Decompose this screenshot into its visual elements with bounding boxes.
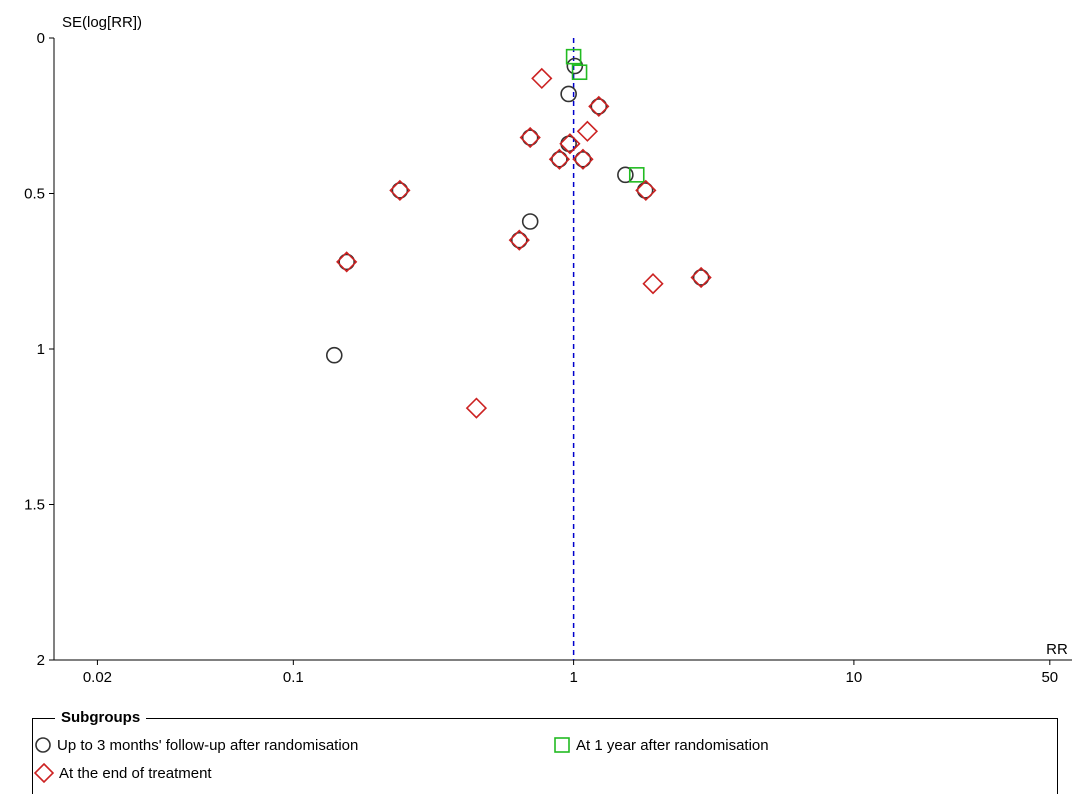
- square-data-point: [628, 167, 645, 183]
- circle-data-point: [692, 269, 710, 286]
- legend-item-diamond: At the end of treatment: [34, 763, 212, 783]
- y-tick-label: 1: [37, 341, 45, 358]
- legend-title: Subgroups: [55, 709, 147, 726]
- diamond-data-point: [336, 251, 358, 273]
- circle-marker-icon: [35, 737, 51, 753]
- circle-data-point: [551, 150, 568, 168]
- circle-data-point: [521, 129, 539, 146]
- legend: Subgroups Up to 3 months' follow-up afte…: [32, 709, 1058, 794]
- y-tick-label: 0: [37, 30, 45, 47]
- diamond-data-point: [635, 179, 657, 202]
- diamond-data-point: [690, 266, 712, 289]
- funnel-plot: SE(log[RR]) RR 0 0.5 1 1.5 2 0.02 0.1 1 10 50: [24, 14, 1072, 686]
- diamond-marker-icon: [34, 763, 54, 783]
- x-tick-label: 0.02: [83, 669, 112, 686]
- circle-data-point: [510, 231, 528, 249]
- x-tick-label: 1: [569, 669, 577, 686]
- y-tick-label: 1.5: [24, 497, 45, 514]
- legend-item-square: At 1 year after randomisation: [553, 736, 769, 754]
- circle-data-point: [521, 213, 539, 230]
- diamond-data-point: [559, 133, 581, 155]
- circle-data-point: [560, 85, 577, 103]
- x-axis-ticks: 0.02 0.1 1 10 50: [83, 660, 1058, 686]
- legend-label: At the end of treatment: [59, 764, 212, 782]
- data-points: [325, 48, 712, 419]
- x-axis-label: RR: [1046, 641, 1068, 658]
- legend-label: At 1 year after randomisation: [576, 736, 769, 754]
- circle-data-point: [325, 346, 343, 364]
- x-tick-label: 50: [1041, 669, 1058, 686]
- diamond-data-point: [508, 229, 530, 251]
- diamond-data-point: [389, 179, 411, 202]
- y-tick-label: 0.5: [24, 186, 45, 203]
- diamond-data-point: [519, 126, 541, 149]
- y-tick-label: 2: [37, 652, 45, 669]
- circle-data-point: [590, 98, 608, 115]
- diamond-data-point: [465, 397, 488, 419]
- legend-item-circle: Up to 3 months' follow-up after randomis…: [34, 736, 358, 754]
- square-data-point: [571, 64, 588, 81]
- circle-data-point: [391, 182, 409, 199]
- diamond-data-point: [642, 273, 664, 295]
- square-marker-icon: [554, 737, 570, 753]
- diamond-data-point: [531, 67, 553, 90]
- y-axis-label: SE(log[RR]): [62, 14, 142, 31]
- x-tick-label: 10: [846, 669, 863, 686]
- circle-data-point: [574, 150, 592, 168]
- y-axis-ticks: 0 0.5 1 1.5 2: [24, 30, 54, 669]
- square-data-point: [565, 48, 582, 65]
- circle-data-point: [617, 166, 634, 184]
- diamond-data-point: [572, 148, 594, 170]
- circle-data-point: [338, 253, 355, 271]
- circle-data-point: [636, 182, 654, 199]
- diamond-data-point: [576, 120, 599, 142]
- legend-label: Up to 3 months' follow-up after randomis…: [57, 736, 359, 754]
- diamond-data-point: [588, 95, 610, 118]
- x-tick-label: 0.1: [283, 669, 304, 686]
- diamond-data-point: [548, 148, 571, 170]
